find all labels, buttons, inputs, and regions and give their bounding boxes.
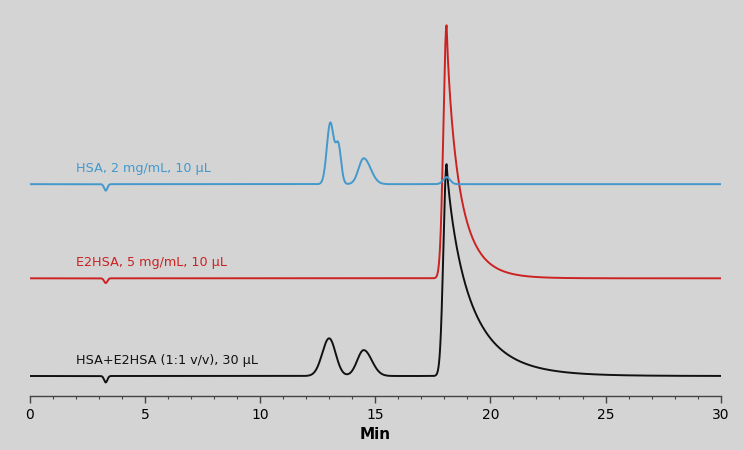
X-axis label: Min: Min [360, 428, 391, 442]
Text: HSA, 2 mg/mL, 10 μL: HSA, 2 mg/mL, 10 μL [76, 162, 210, 175]
Text: E2HSA, 5 mg/mL, 10 μL: E2HSA, 5 mg/mL, 10 μL [76, 256, 227, 269]
Text: HSA+E2HSA (1:1 v/v), 30 μL: HSA+E2HSA (1:1 v/v), 30 μL [76, 354, 258, 367]
